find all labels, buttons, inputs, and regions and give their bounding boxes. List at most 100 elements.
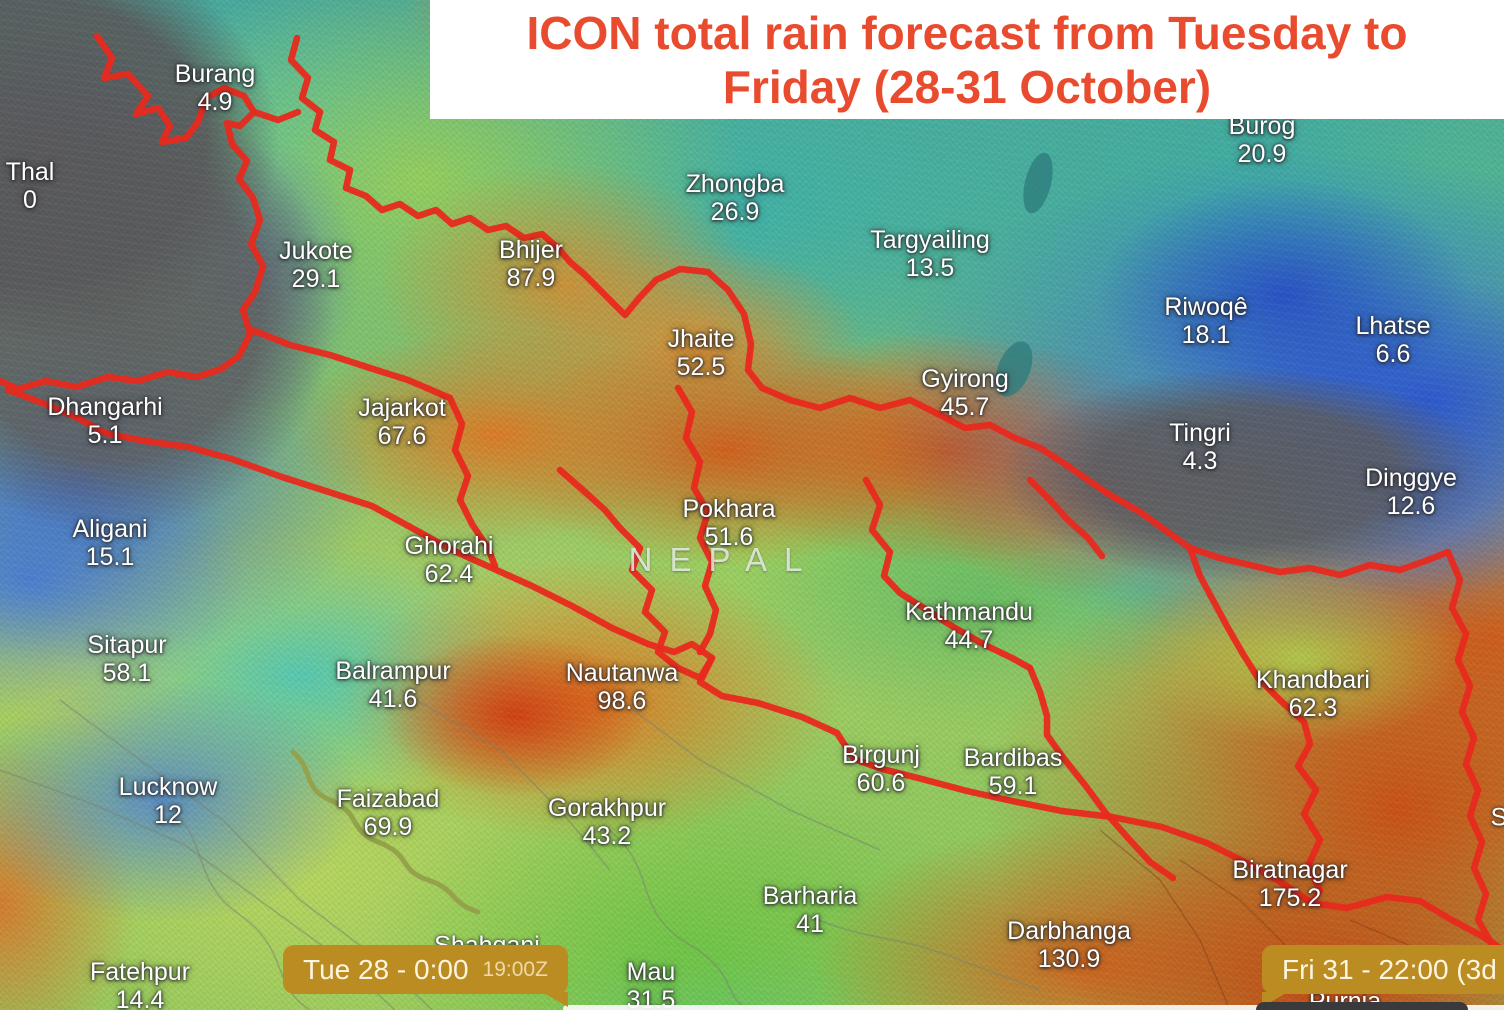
city-name: Barharia	[762, 882, 858, 910]
timeline-darkbox-fragment[interactable]	[1256, 1002, 1468, 1010]
timeline-bar-fragment[interactable]	[563, 1005, 1504, 1010]
city-label: Birgunj 60.6	[842, 741, 920, 797]
city-label: Khandbari 62.3	[1256, 666, 1370, 722]
city-label: Balrampur 41.6	[335, 657, 450, 713]
city-name: Zhongba	[685, 170, 785, 198]
city-rain-value: 60.6	[856, 769, 906, 797]
city-name: Aligani	[72, 515, 148, 543]
city-rain-value: 14.4	[115, 986, 165, 1010]
city-label: Burang 4.9	[175, 60, 256, 116]
city-label: Mau 31.5	[627, 958, 676, 1010]
city-name: Gyirong	[921, 365, 1009, 393]
city-label: Ghorahi 62.4	[405, 532, 494, 588]
city-name: Balrampur	[335, 657, 451, 685]
city-label: Lhatse 6.6	[1355, 312, 1430, 368]
city-label: Thal 0	[6, 158, 55, 214]
city-rain-value: 41.6	[368, 685, 418, 713]
city-rain-value: 26.9	[710, 198, 760, 226]
city-name: Tingri	[1169, 419, 1231, 447]
partial-city-label: S	[1490, 803, 1504, 832]
city-name: Thal	[5, 158, 55, 186]
city-label: Fatehpur 14.4	[90, 958, 190, 1010]
city-name: Dinggye	[1365, 464, 1457, 492]
city-rain-value: 43.2	[582, 822, 632, 850]
city-rain-value: 62.3	[1288, 694, 1338, 722]
country-label-nepal: NEPAL	[628, 541, 820, 578]
city-name: Jhaite	[667, 325, 735, 353]
city-rain-value: 130.9	[1037, 945, 1101, 973]
city-label: Jajarkot 67.6	[358, 394, 446, 450]
city-label: Darbhanga 130.9	[1007, 917, 1131, 973]
city-rain-value: 4.9	[197, 88, 233, 116]
city-rain-value: 51.6	[704, 523, 754, 551]
city-label: Dhangarhi 5.1	[47, 393, 162, 449]
city-name: Jajarkot	[358, 394, 446, 422]
city-label: Lucknow 12	[119, 773, 218, 829]
city-label: Targyailing 13.5	[870, 226, 990, 282]
start-badge-label: Tue 28 - 0:00	[303, 953, 469, 985]
city-name: Gorakhpur	[547, 794, 667, 822]
city-label: Jukote 29.1	[279, 237, 353, 293]
city-rain-value: 20.9	[1237, 140, 1287, 168]
city-name: Kathmandu	[905, 598, 1033, 626]
city-label: Kathmandu 44.7	[905, 598, 1033, 654]
timeline-start-badge[interactable]: Tue 28 - 0:00 19:00Z	[283, 945, 568, 1007]
city-name: Sitapur	[87, 631, 167, 659]
city-name: Pokhara	[682, 495, 776, 523]
city-rain-value: 87.9	[506, 264, 556, 292]
city-rain-value: 45.7	[940, 393, 990, 421]
city-label: Bardibas 59.1	[964, 744, 1063, 800]
city-rain-value: 5.1	[87, 421, 123, 449]
title-line-2: Friday (28-31 October)	[722, 60, 1212, 113]
city-name: Nautanwa	[565, 659, 679, 687]
city-label: Burog 20.9	[1229, 112, 1296, 168]
city-name: Bhijer	[499, 236, 563, 264]
city-rain-value: 0	[23, 186, 37, 214]
end-badge-label: Fri 31 - 22:00 (3d 1	[1282, 953, 1504, 985]
city-rain-value: 29.1	[291, 265, 341, 293]
city-label: Biratnagar 175.2	[1232, 856, 1347, 912]
city-rain-value: 67.6	[377, 422, 427, 450]
city-name: Biratnagar	[1232, 856, 1348, 884]
city-label: Riwoqê 18.1	[1164, 293, 1247, 349]
city-name: Ghorahi	[404, 532, 494, 560]
city-rain-value: 175.2	[1258, 884, 1322, 912]
city-rain-value: 6.6	[1375, 340, 1411, 368]
city-rain-value: 18.1	[1181, 321, 1231, 349]
city-label: Aligani 15.1	[72, 515, 147, 571]
timeline-end-badge[interactable]: Fri 31 - 22:00 (3d 1	[1262, 945, 1504, 1007]
city-name: Faizabad	[336, 785, 440, 813]
city-label: Faizabad 69.9	[337, 785, 440, 841]
city-name: Bardibas	[963, 744, 1063, 772]
city-rain-value: 69.9	[363, 813, 413, 841]
city-name: Burang	[174, 60, 256, 88]
title-line-1: ICON total rain forecast from Tuesday to	[526, 6, 1408, 59]
city-label: Pokhara 51.6	[682, 495, 775, 551]
city-name: Jukote	[279, 237, 353, 265]
city-label: Dinggye 12.6	[1365, 464, 1457, 520]
city-rain-value: 4.3	[1182, 447, 1218, 475]
city-name: Targyailing	[870, 226, 990, 254]
city-label: Gorakhpur 43.2	[548, 794, 666, 850]
city-name: Lucknow	[118, 773, 218, 801]
city-name: Mau	[626, 958, 676, 986]
city-rain-value: 58.1	[102, 659, 152, 687]
city-rain-value: 98.6	[597, 687, 647, 715]
city-rain-value: 62.4	[424, 560, 474, 588]
city-rain-value: 41	[796, 910, 824, 938]
city-name: Khandbari	[1256, 666, 1370, 694]
start-badge-utc-time: 19:00Z	[482, 957, 548, 981]
city-label: Nautanwa 98.6	[566, 659, 679, 715]
city-rain-value: 44.7	[944, 626, 994, 654]
city-name: Birgunj	[842, 741, 920, 769]
city-name: Lhatse	[1355, 312, 1431, 340]
city-label: Sitapur 58.1	[87, 631, 166, 687]
city-name: Dhangarhi	[47, 393, 163, 421]
city-rain-value: 12	[154, 801, 182, 829]
city-name: Fatehpur	[89, 958, 191, 986]
city-rain-value: 52.5	[676, 353, 726, 381]
city-label: Gyirong 45.7	[921, 365, 1009, 421]
city-label: Tingri 4.3	[1169, 419, 1231, 475]
city-rain-value: 59.1	[988, 772, 1038, 800]
